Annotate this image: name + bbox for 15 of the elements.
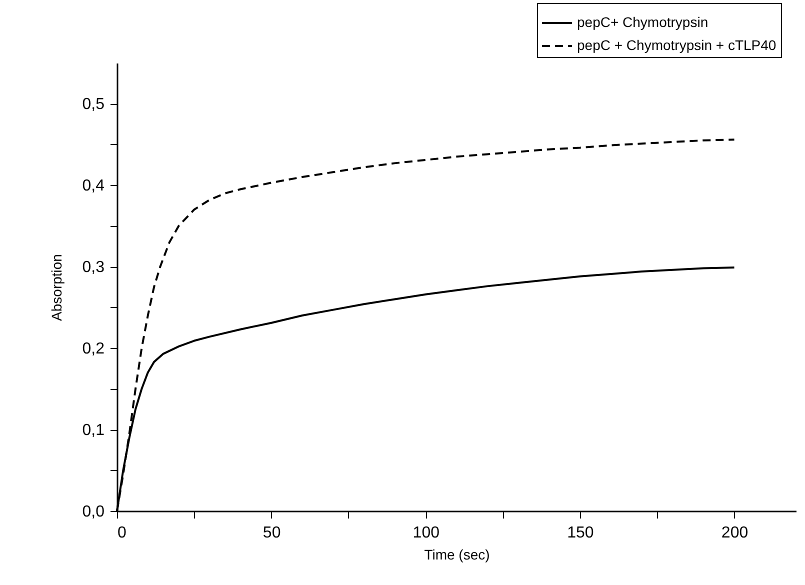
legend-label: pepC+ Chymotrypsin bbox=[577, 14, 708, 30]
y-tick-label: 0,2 bbox=[82, 340, 105, 358]
x-tick-label: 0 bbox=[118, 524, 126, 542]
y-tick-label: 0,0 bbox=[82, 504, 105, 520]
y-tick-label: 0,5 bbox=[82, 96, 105, 114]
y-tick-label: 0,1 bbox=[82, 422, 105, 440]
x-axis-title: Time (sec) bbox=[424, 546, 490, 562]
x-tick-label: 100 bbox=[412, 524, 440, 542]
x-tick-label: 50 bbox=[262, 524, 281, 542]
x-tick-label: 150 bbox=[567, 524, 594, 542]
x-tick-label: 200 bbox=[721, 524, 748, 542]
y-axis-title: Absorption bbox=[48, 254, 64, 321]
y-tick-label: 0,3 bbox=[82, 259, 105, 276]
legend-label: pepC + Chymotrypsin + cTLP40 bbox=[577, 37, 776, 53]
y-tick-label: 0,4 bbox=[82, 178, 105, 195]
